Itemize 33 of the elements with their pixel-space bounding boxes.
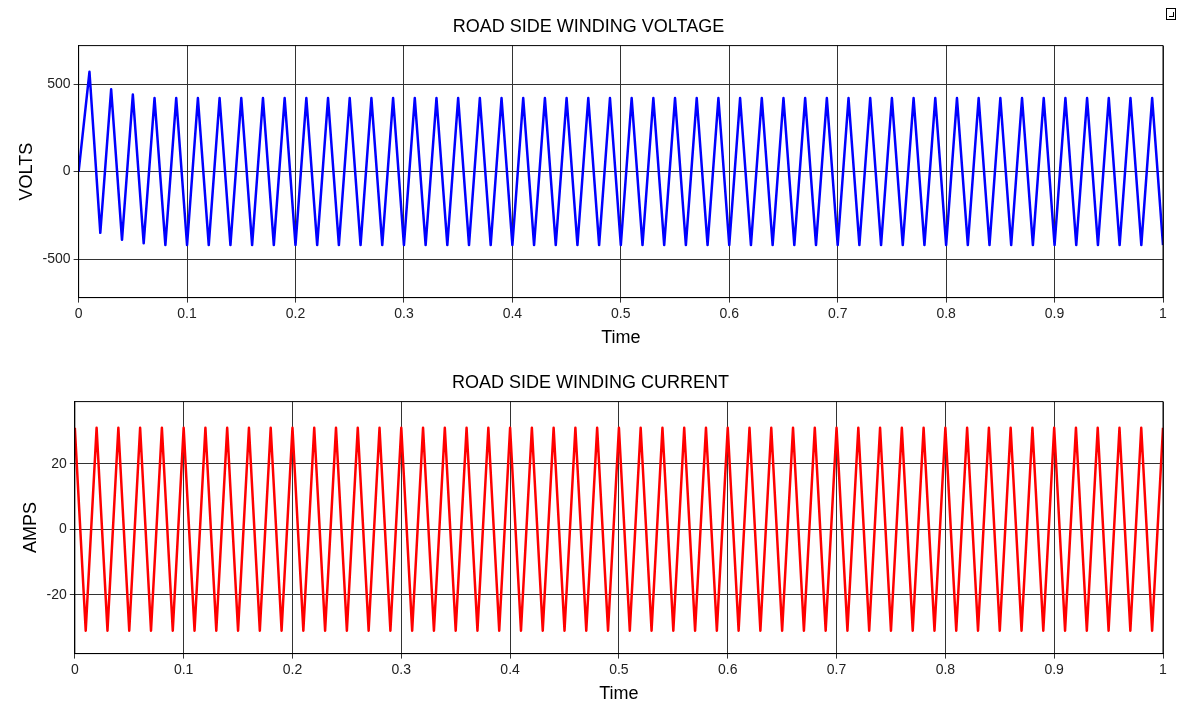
x-tick-label: 0.7 [827, 304, 848, 321]
x-axis-title: Time [601, 327, 641, 348]
y-axis-title: VOLTS [15, 142, 36, 201]
x-tick-label: 0.8 [936, 304, 957, 321]
x-tick-label: 0.4 [500, 660, 521, 677]
x-tick-label: 0.2 [285, 304, 306, 321]
x-tick-label: 0.1 [173, 660, 194, 677]
x-tick-label: 0.6 [719, 304, 740, 321]
y-tick-label: 500 [47, 74, 71, 91]
x-tick-label: 0.6 [718, 660, 738, 677]
x-tick-label: 0.3 [391, 660, 412, 677]
x-tick-label: 0.2 [282, 660, 303, 677]
x-tick-label: 0.4 [502, 304, 523, 321]
y-tick-label: -500 [42, 249, 71, 266]
x-axis-title: Time [599, 683, 639, 704]
y-tick-label: 20 [51, 454, 68, 471]
x-tick-label: 0.9 [1044, 660, 1065, 677]
y-axis-title: AMPS [19, 502, 40, 554]
chart-title: ROAD SIDE WINDING CURRENT [451, 371, 730, 392]
x-tick-label: 0 [74, 304, 83, 321]
x-tick-label: 0.1 [177, 304, 197, 321]
chart-title: ROAD SIDE WINDING VOLTAGE [452, 15, 725, 36]
x-tick-label: 0.5 [609, 660, 629, 677]
x-tick-label: 0.5 [611, 304, 631, 321]
x-tick-label: 1 [1159, 304, 1168, 321]
x-tick-label: 0.3 [394, 304, 414, 321]
x-tick-label: 1 [1159, 660, 1168, 677]
y-tick-label: -20 [46, 585, 68, 602]
y-tick-label: 0 [62, 162, 71, 179]
y-tick-label: 0 [59, 520, 68, 537]
x-tick-label: 0.8 [935, 660, 956, 677]
x-tick-label: 0.7 [826, 660, 847, 677]
x-tick-label: 0.9 [1044, 304, 1065, 321]
